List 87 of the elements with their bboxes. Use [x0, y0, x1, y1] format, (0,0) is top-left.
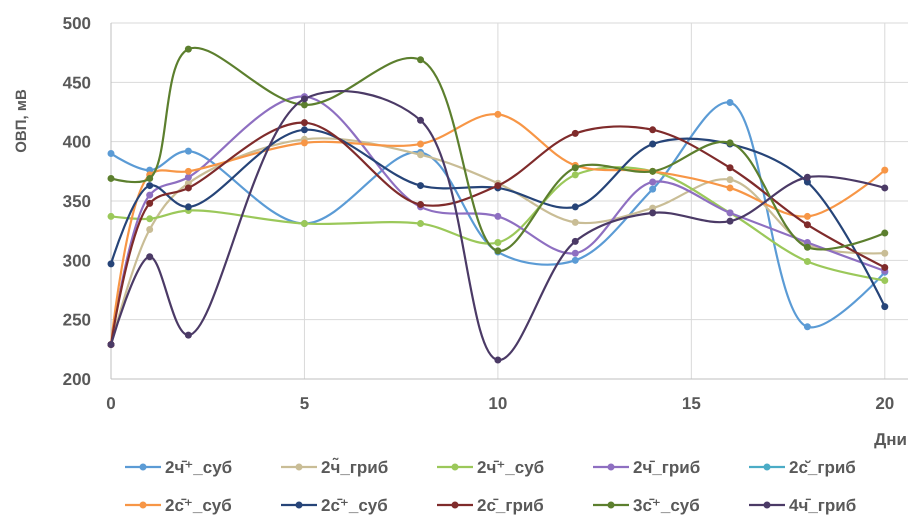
point	[146, 253, 154, 260]
legend-label: 4ч̄_гриб	[789, 496, 856, 515]
legend-label: 2с̄_гриб	[477, 496, 544, 515]
legend-label: 2с̄⁺_суб	[165, 496, 232, 515]
x-tick-label: 20	[875, 394, 894, 413]
x-tick-label: 10	[488, 394, 508, 413]
point	[881, 250, 888, 257]
point	[881, 166, 888, 174]
point	[184, 332, 192, 339]
x-tick-label: 0	[106, 394, 116, 413]
x-tick-label: 5	[300, 394, 310, 413]
point	[881, 264, 888, 271]
y-tick-label: 300	[62, 251, 91, 270]
point	[726, 99, 734, 106]
point	[146, 182, 154, 190]
point	[881, 303, 888, 310]
y-tick-label: 450	[62, 73, 91, 92]
y-tick-label: 400	[62, 132, 91, 152]
point	[881, 277, 888, 284]
x-axis-title: Дни	[874, 430, 907, 449]
point	[804, 174, 811, 181]
point	[417, 182, 424, 190]
point	[881, 230, 888, 237]
point	[804, 244, 811, 251]
point	[300, 119, 308, 126]
point	[300, 101, 308, 108]
point	[184, 174, 192, 181]
point	[417, 56, 424, 64]
legend-label: 2с̆_гриб	[789, 458, 856, 477]
point	[108, 174, 114, 182]
point	[572, 164, 579, 172]
legend-label: 2ч̄⁺_суб	[165, 458, 232, 477]
point	[572, 130, 579, 137]
point	[726, 164, 734, 172]
point	[184, 184, 192, 192]
point	[146, 200, 154, 207]
point	[649, 186, 656, 193]
y-tick-label: 250	[62, 310, 91, 330]
point	[300, 139, 308, 146]
point	[572, 203, 579, 210]
y-tick-label: 500	[62, 14, 91, 33]
point	[494, 356, 502, 364]
point	[804, 212, 811, 220]
point	[726, 218, 734, 225]
point	[146, 226, 154, 233]
point	[300, 126, 308, 134]
point	[649, 126, 656, 134]
point	[572, 218, 579, 226]
point	[804, 258, 811, 266]
point	[572, 238, 579, 245]
point	[146, 215, 154, 222]
point	[572, 250, 579, 257]
point	[494, 212, 502, 220]
point	[649, 178, 656, 186]
point	[649, 209, 656, 216]
legend-label: 3с̄⁺_суб	[633, 496, 700, 515]
point	[146, 174, 154, 182]
point	[494, 239, 502, 246]
point	[726, 176, 734, 184]
point	[881, 184, 888, 192]
point	[417, 116, 424, 124]
point	[494, 110, 502, 118]
point	[417, 220, 424, 228]
point	[804, 221, 811, 228]
legend-label: 2ч̃_гриб	[321, 456, 388, 477]
point	[108, 150, 114, 158]
point	[184, 168, 192, 175]
x-tick-label: 15	[682, 394, 701, 413]
legend-label: 2ч̄_гриб	[633, 458, 700, 477]
legend-label: 2с̄⁺_суб	[321, 496, 388, 515]
point	[417, 140, 424, 148]
point	[108, 260, 114, 268]
y-axis-title: ОВП, мВ	[13, 89, 30, 153]
point	[572, 171, 579, 178]
point	[108, 212, 114, 220]
point	[146, 192, 154, 199]
point	[804, 323, 811, 330]
y-tick-label: 200	[62, 370, 91, 389]
point	[572, 256, 579, 264]
point	[184, 46, 192, 53]
y-tick-label: 350	[62, 192, 91, 211]
point	[726, 184, 734, 192]
point	[184, 148, 192, 155]
point	[649, 140, 656, 148]
legend-label: 2ч̄⁺_суб	[477, 458, 544, 477]
point	[417, 151, 424, 158]
point	[184, 203, 192, 210]
